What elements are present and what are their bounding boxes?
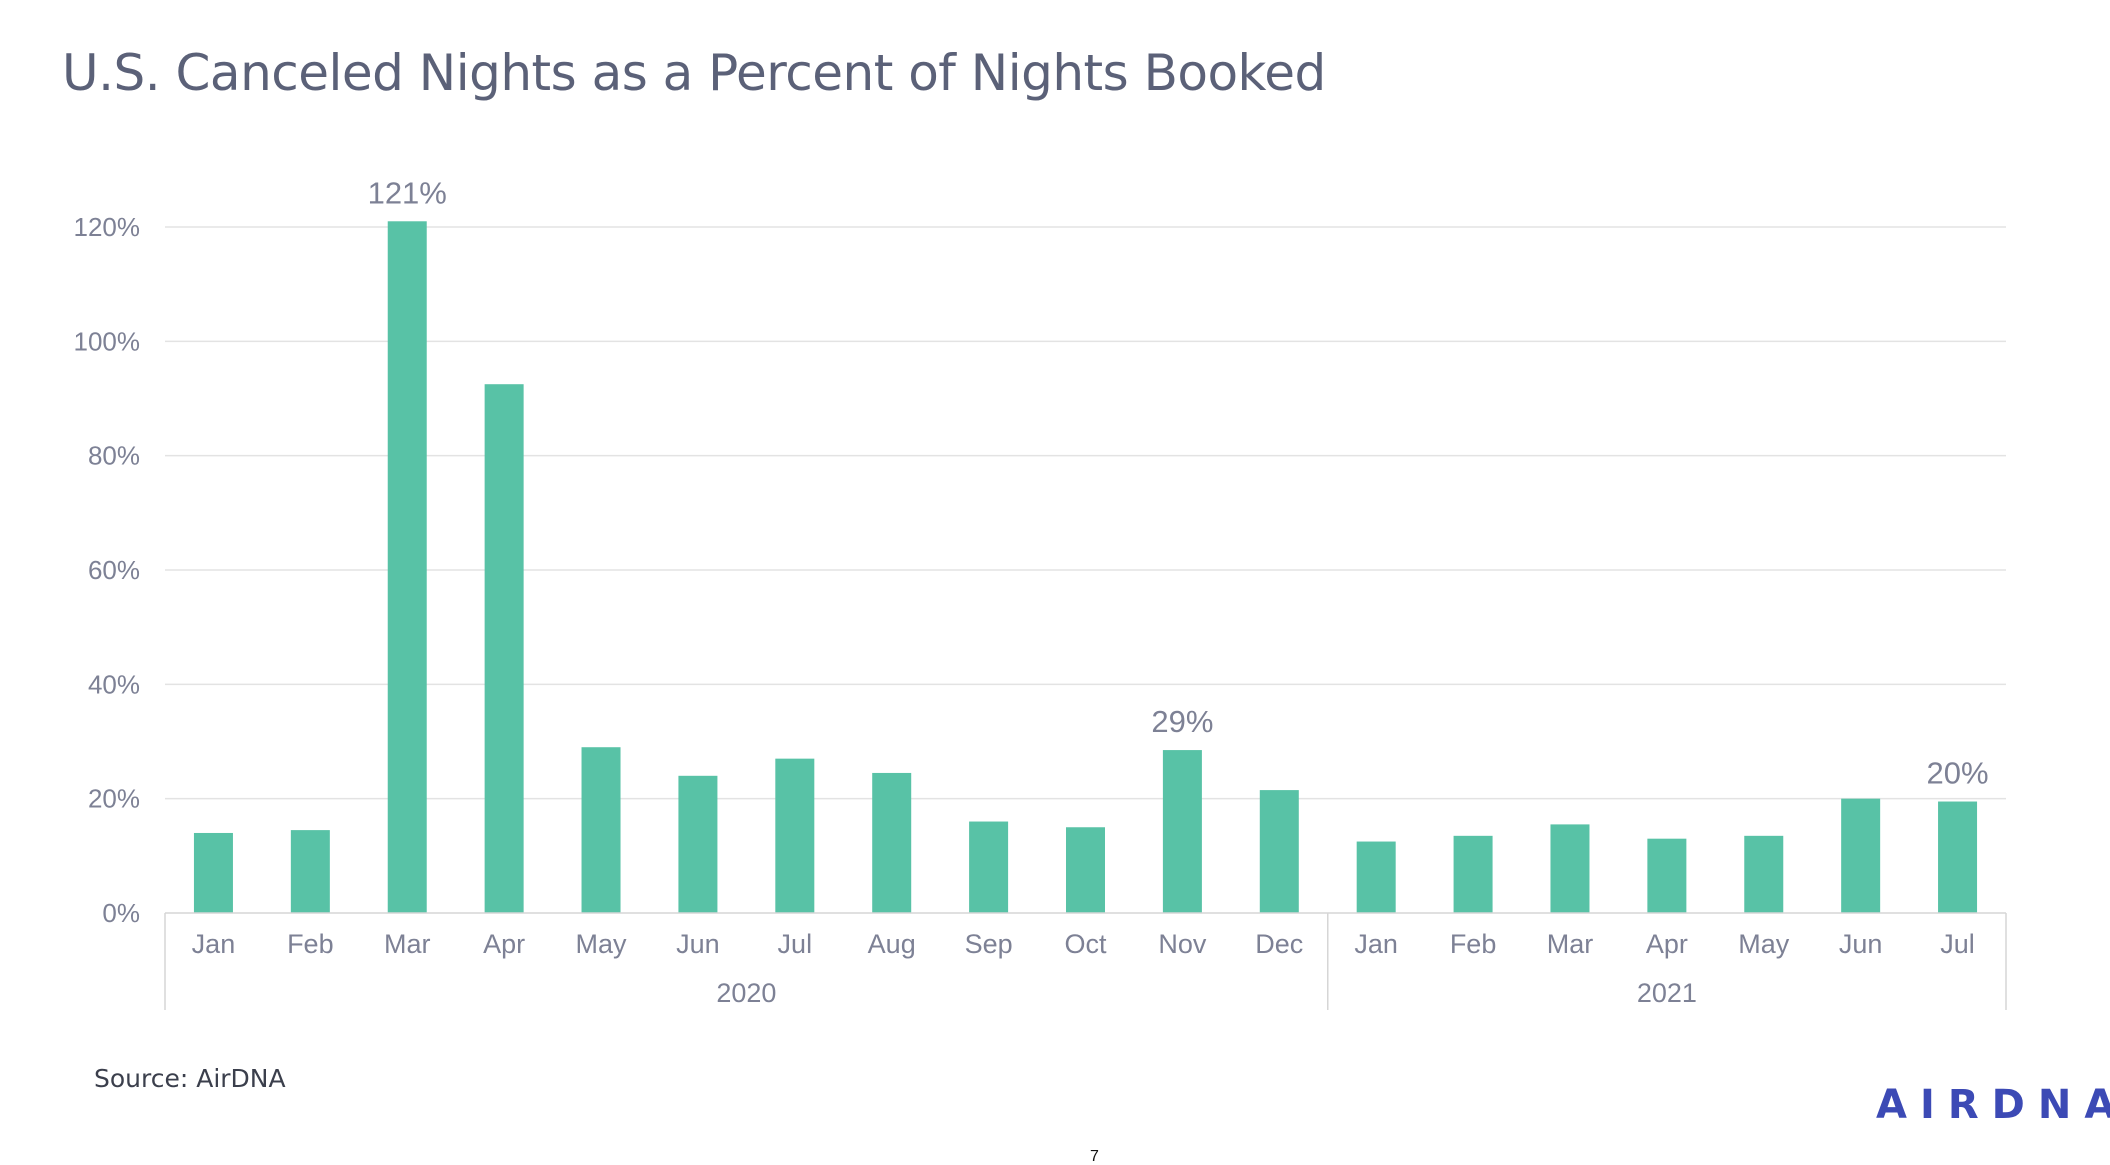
bar bbox=[1453, 835, 1493, 913]
data-label: 29% bbox=[1151, 704, 1213, 739]
x-tick-label: May bbox=[576, 929, 628, 959]
y-tick-label: 20% bbox=[88, 784, 140, 814]
year-group-label: 2021 bbox=[1637, 978, 1697, 1008]
bar bbox=[1356, 841, 1396, 913]
bar bbox=[1841, 798, 1881, 913]
year-group-label: 2020 bbox=[716, 978, 776, 1008]
bar bbox=[581, 747, 621, 913]
x-tick-label: Jun bbox=[1839, 929, 1883, 959]
bar bbox=[1066, 827, 1105, 913]
page-number: 7 bbox=[1090, 1148, 1099, 1165]
bar bbox=[1162, 750, 1202, 913]
x-tick-label: Apr bbox=[483, 929, 525, 959]
grid-lines bbox=[165, 226, 2006, 800]
x-tick-label: May bbox=[1738, 929, 1790, 959]
bar bbox=[193, 832, 233, 913]
y-tick-label: 60% bbox=[88, 555, 140, 585]
x-tick-label: Mar bbox=[384, 929, 431, 959]
x-tick-label: Apr bbox=[1646, 929, 1688, 959]
bars bbox=[193, 221, 1978, 914]
bar bbox=[1938, 801, 1978, 913]
bar bbox=[1259, 790, 1299, 913]
bar bbox=[1647, 838, 1687, 913]
page-title: U.S. Canceled Nights as a Percent of Nig… bbox=[62, 44, 1326, 102]
y-tick-label: 100% bbox=[74, 326, 141, 356]
x-tick-label: Oct bbox=[1064, 929, 1107, 959]
x-tick-label: Aug bbox=[868, 929, 916, 959]
x-tick-label: Sep bbox=[965, 929, 1013, 959]
bar bbox=[775, 758, 815, 913]
bar bbox=[1550, 824, 1590, 913]
data-label: 20% bbox=[1927, 756, 1989, 791]
x-tick-label: Dec bbox=[1255, 929, 1303, 959]
x-tick-label: Jul bbox=[778, 929, 813, 959]
bar bbox=[969, 821, 1009, 913]
x-tick-label: Jan bbox=[1354, 929, 1398, 959]
bar bbox=[484, 384, 524, 913]
y-tick-label: 80% bbox=[88, 441, 140, 471]
x-tick-label: Jun bbox=[676, 929, 720, 959]
x-tick-label: Feb bbox=[287, 929, 334, 959]
y-tick-label: 40% bbox=[88, 669, 140, 699]
data-label: 121% bbox=[368, 175, 447, 210]
y-tick-label: 120% bbox=[74, 212, 141, 242]
x-tick-label: Nov bbox=[1158, 929, 1207, 959]
bar bbox=[678, 775, 718, 913]
bar bbox=[872, 772, 912, 913]
bar bbox=[1744, 835, 1784, 913]
x-tick-label: Jan bbox=[192, 929, 236, 959]
airdna-logo: AIRDNA bbox=[1876, 1082, 2110, 1128]
x-tick-label: Feb bbox=[1450, 929, 1497, 959]
x-tick-label: Jul bbox=[1940, 929, 1975, 959]
bar bbox=[387, 221, 427, 914]
x-tick-label: Mar bbox=[1547, 929, 1594, 959]
bar bbox=[290, 830, 330, 913]
axes bbox=[164, 912, 2007, 1010]
labels: 0% 20% 40% 60% 80% 100% 120% Jan Feb Mar Apr May Jun… bbox=[74, 175, 1989, 1008]
source-note: Source: AirDNA bbox=[94, 1064, 286, 1093]
y-tick-label: 0% bbox=[102, 898, 140, 928]
